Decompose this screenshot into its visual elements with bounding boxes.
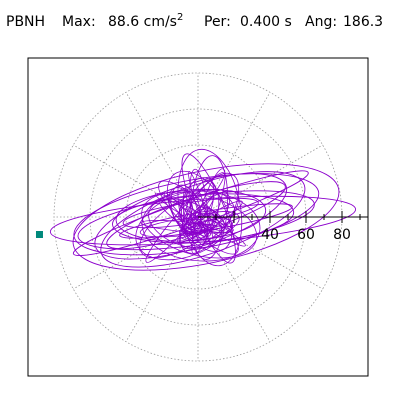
trace-loop — [158, 180, 239, 255]
trace-loop — [181, 153, 236, 264]
trace-loop — [145, 172, 225, 263]
grid-spoke-210 — [73, 216, 199, 290]
trace-orbit — [72, 163, 340, 271]
trace-loop — [154, 192, 246, 247]
trace-loop — [190, 155, 228, 260]
radial-axis: 40 60 80 — [198, 211, 368, 243]
radial-tick-label-80: 80 — [333, 227, 351, 243]
trace-loop — [179, 190, 239, 249]
per-label: Per: — [204, 14, 231, 30]
max-label: Max: — [62, 14, 96, 30]
max-value-text: 88.6 cm/s — [108, 14, 177, 30]
peak-marker — [35, 231, 43, 239]
per-value: 0.400 s — [240, 14, 292, 30]
max-value-exponent: 2 — [176, 12, 184, 23]
grid-spoke-330 — [197, 216, 323, 290]
max-value: 88.6 cm/s2 — [108, 12, 184, 30]
trace-loop — [184, 214, 233, 239]
ang-value: 186.3 — [343, 14, 384, 30]
trace-loop — [181, 177, 220, 240]
trace-orbit — [106, 181, 286, 250]
grid-spoke-150 — [73, 144, 199, 218]
trace-loop — [135, 189, 236, 261]
trace-loop — [139, 188, 230, 259]
grid-spoke-120 — [125, 92, 199, 218]
motion-trace — [49, 148, 357, 271]
marker-layer — [35, 231, 43, 239]
trace-loop — [168, 187, 202, 233]
station-code: PBNH — [6, 14, 46, 30]
grid-spoke-240 — [125, 216, 199, 342]
radial-tick-label-40: 40 — [261, 227, 279, 243]
trace-loop — [179, 199, 191, 220]
trace-loop — [166, 170, 233, 252]
radial-tick-label-60: 60 — [297, 227, 315, 243]
ang-label: Ang: — [305, 14, 338, 30]
trace-loop — [141, 190, 261, 262]
chart-header: PBNH Max: 88.6 cm/s2 Per: 0.400 s Ang: 1… — [0, 12, 400, 38]
trace-loop — [188, 170, 214, 245]
grid-spoke-60 — [197, 92, 271, 218]
trace-orbit — [100, 171, 306, 268]
grid-spoke-300 — [197, 216, 271, 342]
grid-spoke-30 — [197, 144, 323, 218]
